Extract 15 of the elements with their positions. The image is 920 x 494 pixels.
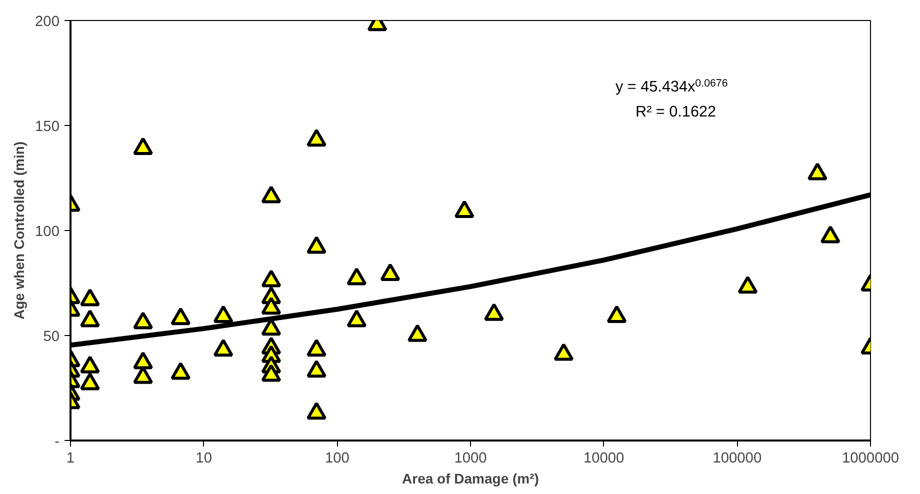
annotation: R² = 0.1622 xyxy=(636,104,716,120)
x-tick-label: 1000000 xyxy=(842,450,900,466)
x-tick-label: 1 xyxy=(66,450,75,466)
y-axis-title: Age when Controlled (min) xyxy=(11,141,28,320)
y-tick-label: - xyxy=(54,434,60,450)
y-tick-label: 200 xyxy=(35,14,60,30)
x-tick-label: 100 xyxy=(324,450,350,466)
x-tick-label: 10000 xyxy=(583,450,624,466)
x-tick-label: 100000 xyxy=(712,450,762,466)
x-tick-label: 10 xyxy=(196,450,212,466)
y-tick-label: 100 xyxy=(35,224,60,240)
x-axis-title: Area of Damage (m²) xyxy=(402,470,539,486)
y-tick-label: 50 xyxy=(43,329,60,345)
y-tick-label: 150 xyxy=(35,119,60,135)
x-tick-label: 1000 xyxy=(454,450,487,466)
